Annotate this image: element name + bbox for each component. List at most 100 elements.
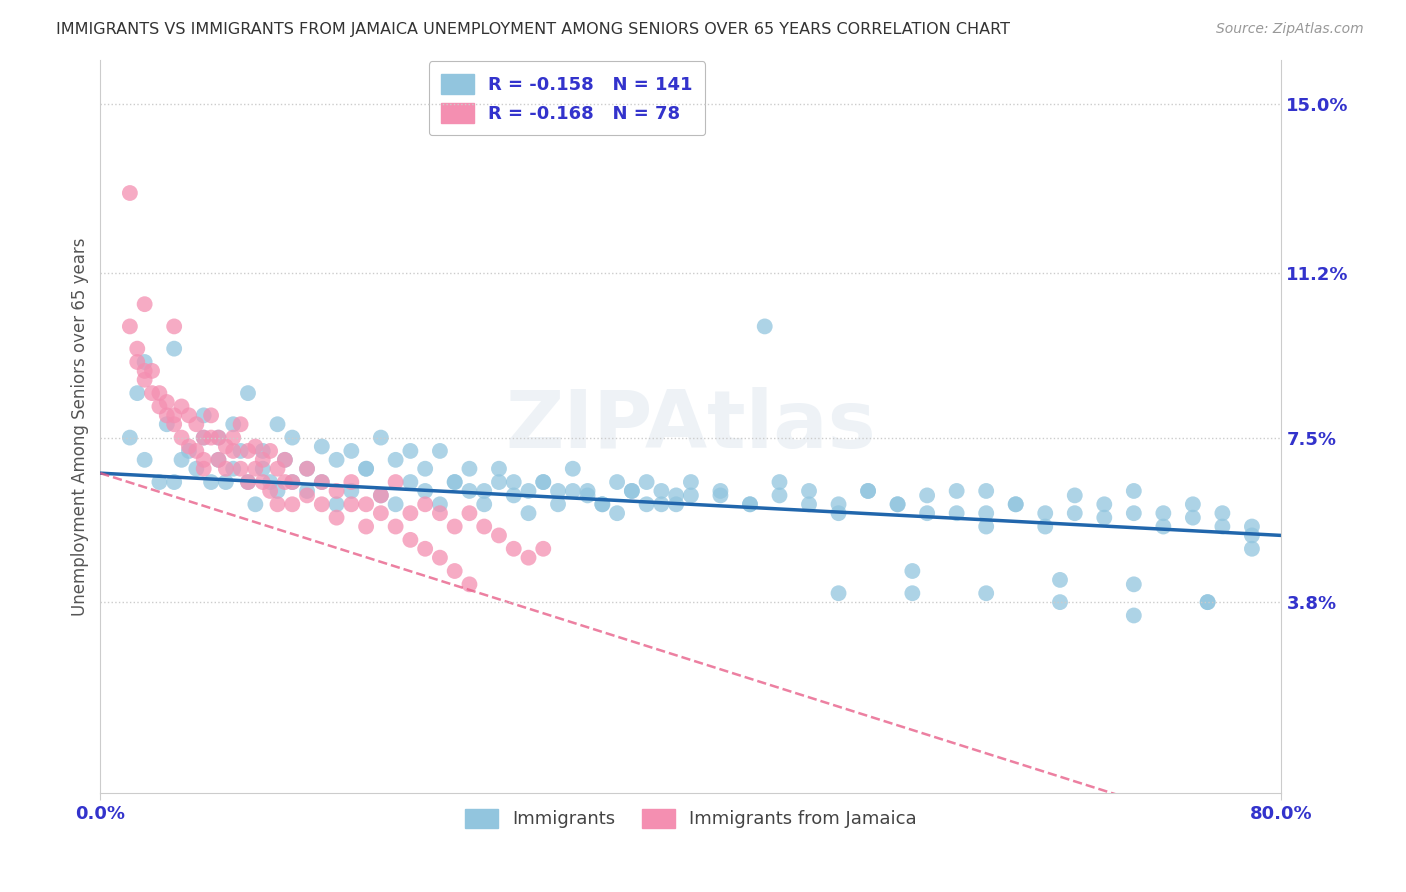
Point bbox=[274, 453, 297, 467]
Point bbox=[472, 483, 495, 498]
Point bbox=[443, 564, 465, 578]
Point bbox=[620, 483, 643, 498]
Point bbox=[1181, 510, 1204, 524]
Point bbox=[200, 431, 222, 445]
Point bbox=[650, 497, 672, 511]
Point bbox=[118, 431, 141, 445]
Point bbox=[502, 541, 524, 556]
Point bbox=[370, 488, 392, 502]
Point bbox=[738, 497, 761, 511]
Point bbox=[177, 444, 200, 458]
Point bbox=[679, 475, 702, 489]
Point bbox=[738, 497, 761, 511]
Point bbox=[295, 488, 318, 502]
Point bbox=[1211, 506, 1233, 520]
Point bbox=[856, 483, 879, 498]
Point bbox=[399, 506, 422, 520]
Point bbox=[200, 475, 222, 489]
Point bbox=[620, 483, 643, 498]
Point bbox=[1211, 519, 1233, 533]
Point bbox=[186, 417, 208, 432]
Point bbox=[177, 409, 200, 423]
Point bbox=[274, 453, 297, 467]
Point bbox=[245, 461, 267, 475]
Point bbox=[207, 431, 229, 445]
Point bbox=[156, 409, 179, 423]
Point bbox=[281, 475, 304, 489]
Point bbox=[354, 461, 377, 475]
Point bbox=[177, 440, 200, 454]
Point bbox=[827, 497, 849, 511]
Point bbox=[429, 506, 451, 520]
Point bbox=[252, 475, 274, 489]
Point bbox=[1063, 488, 1085, 502]
Point bbox=[134, 364, 156, 378]
Point bbox=[370, 431, 392, 445]
Point bbox=[472, 519, 495, 533]
Point bbox=[1092, 510, 1115, 524]
Point bbox=[1122, 608, 1144, 623]
Point bbox=[443, 519, 465, 533]
Point bbox=[679, 488, 702, 502]
Point bbox=[901, 586, 924, 600]
Point bbox=[1152, 506, 1174, 520]
Point bbox=[370, 488, 392, 502]
Point bbox=[127, 386, 149, 401]
Point bbox=[429, 550, 451, 565]
Point bbox=[311, 440, 333, 454]
Point bbox=[665, 497, 688, 511]
Point bbox=[488, 528, 510, 542]
Point bbox=[325, 497, 347, 511]
Point bbox=[576, 483, 599, 498]
Point bbox=[429, 497, 451, 511]
Point bbox=[134, 453, 156, 467]
Point bbox=[118, 319, 141, 334]
Point bbox=[295, 461, 318, 475]
Point bbox=[222, 444, 245, 458]
Point bbox=[252, 453, 274, 467]
Point bbox=[517, 550, 540, 565]
Point bbox=[134, 355, 156, 369]
Point bbox=[245, 440, 267, 454]
Legend: Immigrants, Immigrants from Jamaica: Immigrants, Immigrants from Jamaica bbox=[458, 801, 924, 836]
Point bbox=[1033, 519, 1056, 533]
Point bbox=[148, 400, 170, 414]
Point bbox=[141, 364, 163, 378]
Point bbox=[193, 431, 215, 445]
Point bbox=[259, 483, 281, 498]
Point bbox=[281, 475, 304, 489]
Point bbox=[222, 431, 245, 445]
Point bbox=[222, 461, 245, 475]
Point bbox=[156, 417, 179, 432]
Point bbox=[827, 506, 849, 520]
Point bbox=[207, 431, 229, 445]
Point bbox=[266, 497, 288, 511]
Point bbox=[458, 483, 481, 498]
Point bbox=[561, 483, 583, 498]
Point bbox=[531, 541, 554, 556]
Point bbox=[236, 386, 259, 401]
Point bbox=[1197, 595, 1219, 609]
Point bbox=[325, 510, 347, 524]
Text: Source: ZipAtlas.com: Source: ZipAtlas.com bbox=[1216, 22, 1364, 37]
Point bbox=[502, 475, 524, 489]
Point bbox=[636, 497, 658, 511]
Point bbox=[399, 533, 422, 547]
Point bbox=[531, 475, 554, 489]
Point bbox=[1122, 506, 1144, 520]
Point bbox=[252, 444, 274, 458]
Point bbox=[193, 453, 215, 467]
Point bbox=[281, 431, 304, 445]
Point bbox=[1049, 595, 1071, 609]
Point bbox=[502, 488, 524, 502]
Point bbox=[915, 488, 938, 502]
Point bbox=[443, 475, 465, 489]
Point bbox=[170, 400, 193, 414]
Point bbox=[1063, 506, 1085, 520]
Point bbox=[266, 483, 288, 498]
Point bbox=[754, 319, 776, 334]
Point bbox=[229, 444, 252, 458]
Point bbox=[1004, 497, 1026, 511]
Point bbox=[384, 453, 406, 467]
Point bbox=[591, 497, 613, 511]
